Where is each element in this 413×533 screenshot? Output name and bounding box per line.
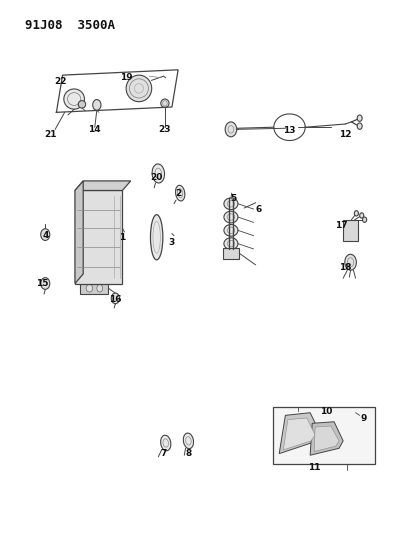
Text: 3: 3 bbox=[169, 238, 175, 247]
Ellipse shape bbox=[183, 433, 193, 449]
Text: 13: 13 bbox=[282, 126, 295, 135]
Bar bbox=[222, 248, 239, 259]
Polygon shape bbox=[75, 181, 131, 190]
Text: 8: 8 bbox=[185, 449, 191, 458]
Text: 14: 14 bbox=[88, 125, 101, 134]
Circle shape bbox=[356, 115, 361, 122]
Polygon shape bbox=[313, 426, 338, 451]
Ellipse shape bbox=[223, 238, 237, 249]
Ellipse shape bbox=[160, 99, 169, 108]
Circle shape bbox=[362, 217, 366, 222]
Text: 17: 17 bbox=[334, 221, 347, 230]
Polygon shape bbox=[75, 181, 83, 284]
Text: 20: 20 bbox=[150, 173, 162, 182]
Ellipse shape bbox=[223, 224, 237, 236]
Text: 16: 16 bbox=[109, 295, 121, 304]
Ellipse shape bbox=[344, 254, 356, 270]
Ellipse shape bbox=[223, 198, 237, 209]
Text: 18: 18 bbox=[338, 263, 351, 272]
Text: 10: 10 bbox=[320, 407, 332, 416]
Text: 5: 5 bbox=[230, 194, 236, 203]
Circle shape bbox=[40, 278, 50, 289]
Ellipse shape bbox=[150, 215, 162, 260]
Circle shape bbox=[111, 293, 119, 304]
Ellipse shape bbox=[223, 211, 237, 223]
Text: 2: 2 bbox=[175, 189, 181, 198]
Text: 23: 23 bbox=[158, 125, 171, 134]
Text: 12: 12 bbox=[338, 130, 351, 139]
Text: 11: 11 bbox=[307, 463, 320, 472]
Text: 7: 7 bbox=[160, 449, 166, 458]
Ellipse shape bbox=[126, 75, 151, 102]
Circle shape bbox=[225, 122, 236, 137]
Bar bbox=[342, 220, 357, 241]
Text: 21: 21 bbox=[44, 130, 56, 139]
Ellipse shape bbox=[64, 89, 84, 109]
Polygon shape bbox=[282, 418, 314, 450]
Circle shape bbox=[356, 123, 361, 130]
Circle shape bbox=[354, 211, 358, 216]
Text: 9: 9 bbox=[360, 414, 366, 423]
Ellipse shape bbox=[152, 164, 164, 183]
Text: 91J08  3500A: 91J08 3500A bbox=[25, 19, 115, 32]
Text: 15: 15 bbox=[36, 279, 48, 288]
Ellipse shape bbox=[175, 185, 184, 201]
Polygon shape bbox=[309, 422, 342, 455]
Bar bbox=[80, 282, 108, 294]
Text: 19: 19 bbox=[120, 73, 133, 82]
Text: 22: 22 bbox=[54, 77, 66, 86]
Text: 1: 1 bbox=[119, 233, 125, 242]
Text: 6: 6 bbox=[255, 205, 261, 214]
Ellipse shape bbox=[78, 101, 85, 108]
Ellipse shape bbox=[86, 285, 93, 292]
Polygon shape bbox=[278, 413, 320, 454]
Circle shape bbox=[359, 213, 363, 218]
Ellipse shape bbox=[97, 285, 102, 292]
Circle shape bbox=[40, 229, 50, 240]
Bar bbox=[272, 407, 375, 464]
Polygon shape bbox=[75, 190, 122, 284]
Circle shape bbox=[93, 100, 101, 110]
Text: 4: 4 bbox=[43, 231, 49, 240]
Ellipse shape bbox=[160, 435, 171, 451]
